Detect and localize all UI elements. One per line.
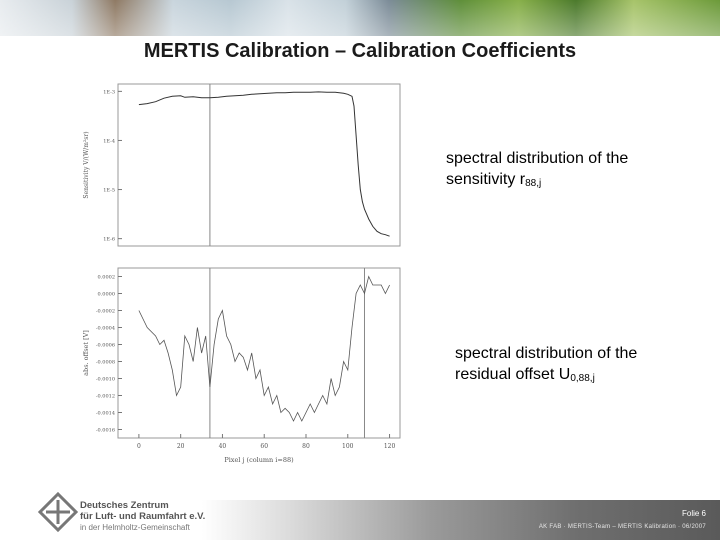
- bottom-xtick-label: 120: [384, 443, 396, 450]
- sensitivity-caption: spectral distribution of the sensitivity…: [446, 148, 628, 194]
- bottom-xlabel: Pixel j (column i=88): [224, 456, 294, 464]
- bottom-ytick-label: 0.0000: [98, 292, 116, 298]
- bottom-xtick-label: 0: [137, 443, 141, 450]
- dlr-wordmark: Deutsches Zentrum für Luft- und Raumfahr…: [80, 500, 206, 532]
- caption-top-line1: spectral distribution of the: [446, 150, 629, 167]
- bottom-ytick-label: -0.0008: [96, 360, 115, 366]
- sensitivity-chart: 1E-3 1E-4 1E-5 1E-6 Sensitivity V/(W/m²sr): [78, 76, 410, 254]
- bottom-ylabel: abs. offset [V]: [82, 330, 90, 376]
- bottom-ytick-label: -0.0006: [96, 343, 115, 349]
- bottom-ytick-label: 0.0002: [98, 275, 116, 281]
- top-ytick-label: 1E-5: [103, 188, 115, 194]
- footer-bar: [0, 500, 720, 540]
- offset-chart: 0.0002 0.0000 -0.0002 -0.0004 -0.0006 -0.0008…: [78, 262, 410, 472]
- top-ytick-label: 1E-3: [103, 89, 115, 95]
- caption-top-line2: sensitivity r88,j: [446, 171, 542, 189]
- offset-caption: spectral distribution of the residual of…: [455, 343, 637, 389]
- bottom-xtick-label: 60: [260, 443, 268, 450]
- top-ytick-label: 1E-6: [103, 237, 115, 243]
- bottom-xtick-label: 100: [342, 443, 354, 450]
- footer-note: AK FAB · MERTIS-Team – MERTIS Kalibratio…: [538, 524, 706, 530]
- top-ylabel: Sensitivity V/(W/m²sr): [83, 131, 90, 198]
- dlr-logo-icon: [37, 491, 79, 533]
- bottom-ytick-label: -0.0012: [96, 394, 115, 400]
- bottom-xtick-label: 40: [219, 443, 227, 450]
- header-banner: [0, 0, 720, 36]
- top-ytick-label: 1E-4: [103, 138, 115, 144]
- bottom-ytick-label: -0.0016: [96, 428, 115, 434]
- bottom-plot-frame: [117, 267, 401, 439]
- bottom-ytick-label: -0.0004: [96, 326, 115, 332]
- top-series-line: [138, 91, 390, 237]
- bottom-series-line: [138, 275, 390, 422]
- slide-title: MERTIS Calibration – Calibration Coeffic…: [143, 40, 577, 62]
- slide-number: Folie 6: [681, 509, 706, 518]
- bottom-xtick-label: 20: [177, 443, 185, 450]
- bottom-ytick-label: -0.0010: [96, 377, 115, 383]
- bottom-ytick-label: -0.0014: [96, 411, 115, 417]
- caption-bottom-line1: spectral distribution of the: [455, 345, 638, 362]
- top-plot-frame: [117, 83, 401, 247]
- bottom-ytick-label: -0.0002: [96, 309, 115, 315]
- caption-bottom-line2: residual offset U0,88,j: [455, 366, 595, 384]
- bottom-xtick-label: 80: [302, 443, 310, 450]
